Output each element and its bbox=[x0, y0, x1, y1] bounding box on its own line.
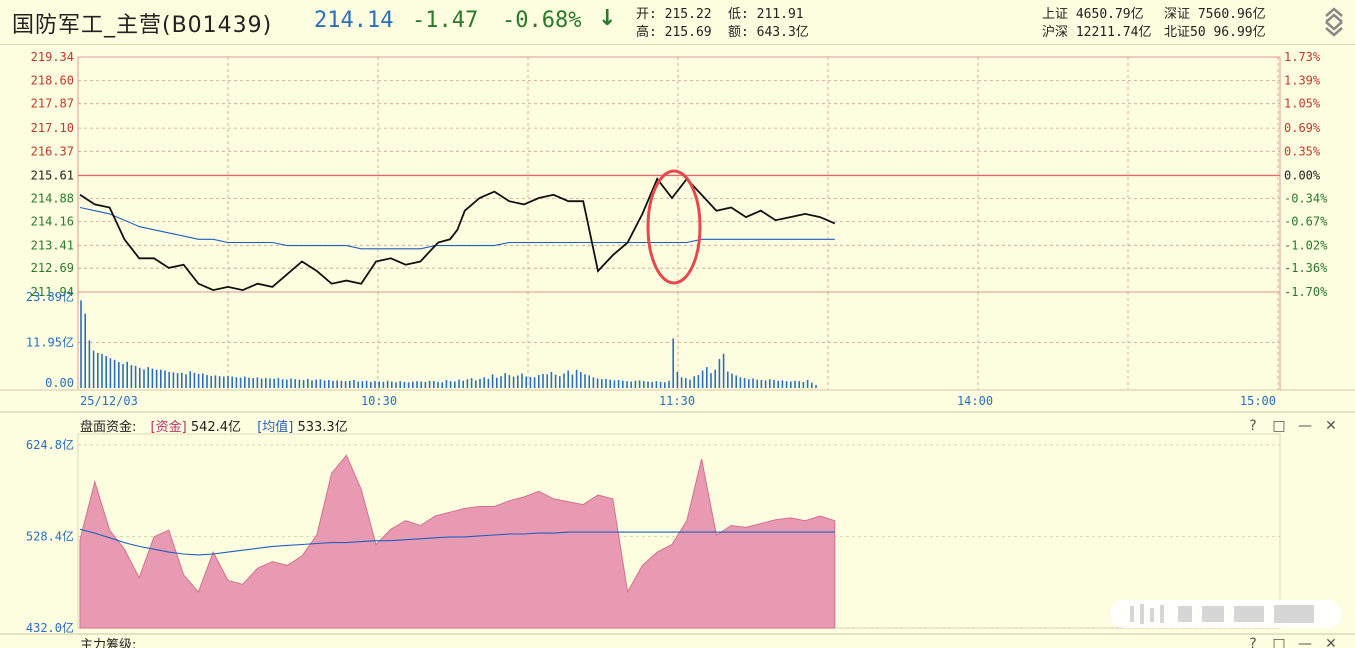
sz-value: 7560.96亿 bbox=[1197, 7, 1266, 22]
high-label: 高: bbox=[636, 25, 657, 40]
pct-tick-label: -1.36% bbox=[1284, 261, 1328, 275]
help-icon[interactable]: ? bbox=[1249, 636, 1257, 648]
high-value: 215.69 bbox=[664, 25, 712, 40]
pct-tick-label: 0.35% bbox=[1284, 144, 1321, 158]
nb-label: 北证50 bbox=[1164, 25, 1206, 40]
time-tick-label: 15:00 bbox=[1240, 394, 1276, 408]
time-tick-label: 10:30 bbox=[361, 394, 397, 408]
hs-label: 沪深 bbox=[1042, 25, 1069, 40]
capital-tick-label: 528.4亿 bbox=[26, 529, 74, 544]
price-tick-label: 218.60 bbox=[31, 74, 74, 88]
price-tick-label: 219.34 bbox=[31, 50, 74, 64]
quote-header: 国防军工_主营(B01439) 214.14 -1.47 -0.68% ↓ 开:… bbox=[0, 0, 1355, 45]
pct-tick-label: -0.34% bbox=[1284, 192, 1328, 206]
nb-value: 96.99亿 bbox=[1213, 25, 1266, 40]
price-axis-right: 1.73% 1.39% 1.05% 0.69% 0.35% 0.00% -0.34% -0.6… bbox=[1284, 50, 1328, 299]
open-label: 开: bbox=[636, 7, 657, 22]
low-value: 211.91 bbox=[756, 7, 804, 22]
volume-bars bbox=[80, 300, 817, 388]
intraday-chart[interactable]: 219.34 218.60 217.87 217.10 216.37 215.61 214.… bbox=[0, 44, 1355, 648]
market-index-summary: 上证 4650.79亿 深证 7560.96亿 沪深 12211.74亿 北证50 … bbox=[1042, 6, 1266, 42]
pct-tick-label: 1.73% bbox=[1284, 50, 1321, 64]
sz-label: 深证 bbox=[1164, 7, 1191, 22]
price-stats: 开: 215.22 低: 211.91 高: 215.69 额: 643.3亿 bbox=[636, 6, 809, 42]
close-icon[interactable]: ✕ bbox=[1325, 636, 1337, 648]
open-value: 215.22 bbox=[664, 7, 712, 22]
sh-label: 上证 bbox=[1042, 7, 1069, 22]
capital-panel-header: 盘面资金: [资金] 542.4亿 [均值] 533.3亿 bbox=[80, 416, 348, 435]
average-price-line bbox=[79, 206, 835, 250]
price-change-pct: -0.68% bbox=[502, 8, 582, 33]
pct-tick-label: 1.05% bbox=[1284, 97, 1321, 111]
collapse-toggle-icon[interactable] bbox=[1322, 4, 1346, 40]
average-value: 533.3亿 bbox=[297, 420, 348, 435]
price-tick-label: 213.41 bbox=[31, 238, 74, 252]
capital-area bbox=[79, 454, 836, 629]
pct-tick-label: -1.70% bbox=[1284, 285, 1328, 299]
pct-tick-label: 1.39% bbox=[1284, 74, 1321, 88]
hs-value: 12211.74亿 bbox=[1075, 25, 1152, 40]
time-tick-label: 25/12/03 bbox=[80, 394, 138, 408]
pct-tick-label: 0.00% bbox=[1284, 168, 1321, 182]
capital-tick-label: 432.0亿 bbox=[26, 620, 74, 635]
minimize-icon[interactable]: — bbox=[1298, 636, 1312, 648]
time-axis: 25/12/03 10:30 11:30 14:00 15:00 bbox=[80, 394, 1276, 408]
pct-tick-label: -1.02% bbox=[1284, 238, 1328, 252]
maximize-icon[interactable]: □ bbox=[1272, 636, 1286, 648]
volume-panel-frame bbox=[77, 291, 1281, 391]
price-tick-label: 215.61 bbox=[31, 168, 74, 182]
capital-tag: [资金] bbox=[150, 420, 187, 435]
bottom-panel-title: 主力筹级: bbox=[80, 638, 137, 648]
watermark-logo bbox=[1110, 600, 1342, 628]
price-panel-frame bbox=[77, 56, 1281, 293]
pct-tick-label: 0.69% bbox=[1284, 121, 1321, 135]
highlight-circle bbox=[646, 169, 702, 285]
price-tick-label: 216.37 bbox=[31, 144, 74, 158]
bottom-panel-controls: ? □ — ✕ bbox=[1240, 636, 1344, 648]
capital-tick-label: 624.8亿 bbox=[26, 437, 74, 452]
time-tick-label: 11:30 bbox=[659, 394, 695, 408]
capital-average-line bbox=[79, 528, 835, 556]
price-axis-left: 219.34 218.60 217.87 217.10 216.37 215.61 214.… bbox=[31, 50, 74, 299]
intraday-price-line bbox=[79, 177, 836, 292]
price-grid bbox=[78, 56, 1280, 293]
price-tick-label: 212.69 bbox=[31, 261, 74, 275]
capital-axis: 624.8亿 528.4亿 432.0亿 bbox=[26, 437, 74, 635]
amount-label: 额: bbox=[728, 25, 749, 40]
price-tick-label: 214.16 bbox=[31, 215, 74, 229]
minimize-icon[interactable]: — bbox=[1298, 418, 1312, 434]
down-arrow-icon: ↓ bbox=[598, 6, 617, 31]
amount-value: 643.3亿 bbox=[756, 25, 809, 40]
price-tick-label: 214.88 bbox=[31, 192, 74, 206]
pct-tick-label: -0.67% bbox=[1284, 215, 1328, 229]
close-icon[interactable]: ✕ bbox=[1325, 418, 1337, 434]
capital-value: 542.4亿 bbox=[190, 420, 242, 435]
sh-value: 4650.79亿 bbox=[1075, 7, 1144, 22]
price-tick-label: 217.87 bbox=[31, 97, 74, 111]
capital-title: 盘面资金: bbox=[80, 420, 137, 435]
price-change: -1.47 bbox=[412, 8, 479, 33]
help-icon[interactable]: ? bbox=[1249, 418, 1257, 434]
volume-tick-label: 23.89亿 bbox=[26, 289, 74, 304]
volume-grid bbox=[78, 292, 1280, 390]
average-tag: [均值] bbox=[257, 420, 294, 435]
time-tick-label: 14:00 bbox=[957, 394, 993, 408]
maximize-icon[interactable]: □ bbox=[1272, 418, 1286, 434]
last-price: 214.14 bbox=[314, 8, 394, 33]
instrument-name: 国防军工_主营(B01439) bbox=[12, 13, 273, 38]
price-tick-label: 217.10 bbox=[31, 121, 74, 135]
price-tick-label: 211.94 bbox=[31, 285, 74, 299]
volume-tick-label: 0.00 bbox=[45, 376, 74, 390]
volume-tick-label: 11.95亿 bbox=[26, 335, 74, 350]
volume-axis: 23.89亿 11.95亿 0.00 bbox=[26, 289, 74, 390]
capital-panel-controls: ? □ — ✕ bbox=[1240, 418, 1344, 434]
low-label: 低: bbox=[728, 7, 749, 22]
